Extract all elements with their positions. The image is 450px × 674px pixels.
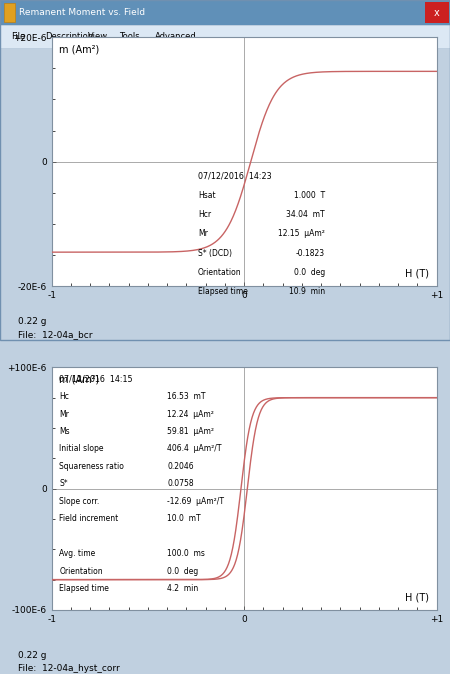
Text: 12.24  μAm²: 12.24 μAm² — [167, 410, 214, 419]
Text: Squareness ratio: Squareness ratio — [59, 462, 124, 471]
Text: m (Am²): m (Am²) — [59, 375, 100, 385]
Text: 1.000  T: 1.000 T — [294, 191, 325, 200]
Text: Hc: Hc — [59, 392, 69, 401]
Text: -0.1823: -0.1823 — [296, 249, 325, 257]
Text: Tools: Tools — [119, 32, 140, 40]
Text: Orientation: Orientation — [59, 567, 103, 576]
Text: File:  12-04a_bcr: File: 12-04a_bcr — [18, 330, 93, 339]
Text: 0.22 g: 0.22 g — [18, 317, 46, 326]
Text: m (Am²): m (Am²) — [59, 44, 100, 55]
Text: H (T): H (T) — [405, 269, 429, 279]
Text: Mr: Mr — [59, 410, 69, 419]
Text: 16.53  mT: 16.53 mT — [167, 392, 206, 401]
Text: Initial slope: Initial slope — [59, 444, 104, 454]
Text: 07/12/2016  14:23: 07/12/2016 14:23 — [198, 172, 272, 181]
Bar — [425, 2, 449, 23]
Text: 07/12/2016  14:15: 07/12/2016 14:15 — [59, 375, 133, 384]
Text: 59.81  μAm²: 59.81 μAm² — [167, 427, 214, 436]
Text: File:  12-04a_hyst_corr: File: 12-04a_hyst_corr — [18, 664, 120, 673]
Text: 10.9  min: 10.9 min — [289, 287, 325, 296]
Text: 100.0  ms: 100.0 ms — [167, 549, 205, 558]
Text: Advanced: Advanced — [155, 32, 197, 40]
Text: Mr: Mr — [198, 229, 208, 239]
Text: View: View — [88, 32, 108, 40]
Text: Elapsed time: Elapsed time — [198, 287, 248, 296]
Text: 0.0  deg: 0.0 deg — [167, 567, 198, 576]
Text: 4.2  min: 4.2 min — [167, 584, 198, 593]
Text: 10.0  mT: 10.0 mT — [167, 514, 201, 524]
Text: -12.69  μAm²/T: -12.69 μAm²/T — [167, 497, 224, 506]
Text: Field increment: Field increment — [59, 514, 119, 524]
Text: 0.0758: 0.0758 — [167, 479, 194, 489]
Text: 0.2046: 0.2046 — [167, 462, 194, 471]
Bar — [0, 24, 450, 48]
Text: Avg. time: Avg. time — [59, 549, 96, 558]
Text: 0.22 g: 0.22 g — [18, 651, 46, 661]
Text: Description: Description — [45, 32, 93, 40]
Bar — [4, 3, 15, 22]
Text: Slope corr.: Slope corr. — [59, 497, 100, 506]
Text: H (T): H (T) — [405, 592, 429, 603]
Text: 34.04  mT: 34.04 mT — [286, 210, 325, 219]
Text: 406.4  μAm²/T: 406.4 μAm²/T — [167, 444, 222, 454]
Text: Hcr: Hcr — [198, 210, 211, 219]
Text: Hsat: Hsat — [198, 191, 216, 200]
Text: Orientation: Orientation — [198, 268, 242, 277]
Text: Ms: Ms — [59, 427, 70, 436]
Text: Remanent Moment vs. Field: Remanent Moment vs. Field — [19, 8, 145, 17]
Text: S*: S* — [59, 479, 68, 489]
Text: 0.0  deg: 0.0 deg — [294, 268, 325, 277]
Text: Elapsed time: Elapsed time — [59, 584, 109, 593]
Bar — [0, 0, 450, 24]
Text: 12.15  μAm²: 12.15 μAm² — [278, 229, 325, 239]
Text: x: x — [434, 7, 440, 18]
Text: S* (DCD): S* (DCD) — [198, 249, 232, 257]
Text: File: File — [11, 32, 26, 40]
